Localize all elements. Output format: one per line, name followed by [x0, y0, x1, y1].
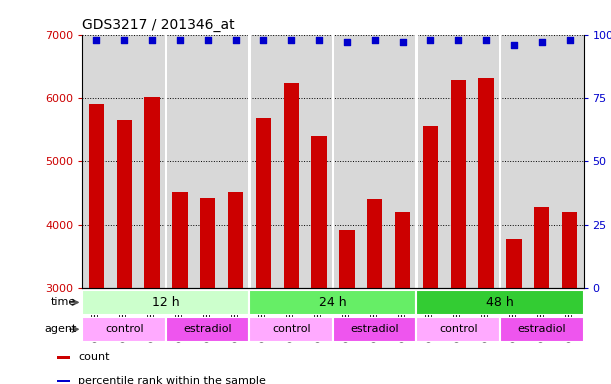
Bar: [111, 35, 138, 288]
Bar: [415, 35, 418, 288]
Bar: [144, 97, 159, 288]
Point: [287, 36, 296, 43]
Point: [398, 39, 408, 45]
Bar: [117, 120, 132, 288]
Bar: [395, 212, 410, 288]
Bar: [194, 35, 222, 288]
Point: [342, 39, 352, 45]
Bar: [367, 199, 382, 288]
Point: [314, 36, 324, 43]
Bar: [57, 356, 70, 359]
Text: time: time: [51, 297, 76, 308]
Bar: [222, 35, 249, 288]
Text: count: count: [78, 352, 109, 362]
Bar: [500, 35, 528, 288]
Bar: [248, 35, 251, 288]
Bar: [500, 317, 584, 342]
Bar: [284, 83, 299, 288]
Text: estradiol: estradiol: [351, 324, 399, 334]
Point: [509, 41, 519, 48]
Bar: [507, 239, 522, 288]
Point: [453, 36, 463, 43]
Bar: [249, 290, 417, 315]
Text: estradiol: estradiol: [183, 324, 232, 334]
Bar: [57, 380, 70, 382]
Point: [119, 36, 129, 43]
Bar: [82, 35, 111, 288]
Bar: [389, 35, 417, 288]
Bar: [305, 35, 333, 288]
Bar: [312, 136, 327, 288]
Bar: [172, 192, 188, 288]
Point: [231, 36, 241, 43]
Bar: [228, 192, 243, 288]
Text: agent: agent: [44, 324, 76, 334]
Point: [147, 36, 157, 43]
Bar: [333, 317, 417, 342]
Bar: [332, 35, 334, 288]
Bar: [249, 317, 333, 342]
Bar: [82, 290, 249, 315]
Bar: [166, 317, 249, 342]
Bar: [361, 35, 389, 288]
Point: [175, 36, 185, 43]
Bar: [417, 317, 500, 342]
Text: GDS3217 / 201346_at: GDS3217 / 201346_at: [82, 18, 235, 32]
Bar: [277, 35, 305, 288]
Bar: [472, 35, 500, 288]
Text: estradiol: estradiol: [518, 324, 566, 334]
Bar: [417, 290, 584, 315]
Text: 12 h: 12 h: [152, 296, 180, 309]
Bar: [82, 317, 166, 342]
Bar: [256, 118, 271, 288]
Bar: [528, 35, 555, 288]
Bar: [138, 35, 166, 288]
Point: [425, 36, 435, 43]
Bar: [423, 126, 438, 288]
Bar: [249, 35, 277, 288]
Point: [203, 36, 213, 43]
Text: control: control: [439, 324, 478, 334]
Text: 48 h: 48 h: [486, 296, 514, 309]
Text: control: control: [272, 324, 310, 334]
Point: [565, 36, 574, 43]
Point: [481, 36, 491, 43]
Point: [537, 39, 547, 45]
Bar: [339, 230, 354, 288]
Text: 24 h: 24 h: [319, 296, 347, 309]
Bar: [164, 35, 167, 288]
Bar: [450, 80, 466, 288]
Bar: [562, 212, 577, 288]
Bar: [417, 35, 444, 288]
Bar: [89, 104, 104, 288]
Bar: [200, 198, 216, 288]
Bar: [534, 207, 549, 288]
Bar: [555, 35, 584, 288]
Bar: [166, 35, 194, 288]
Text: control: control: [105, 324, 144, 334]
Text: percentile rank within the sample: percentile rank within the sample: [78, 376, 266, 384]
Point: [370, 36, 379, 43]
Bar: [333, 35, 361, 288]
Bar: [444, 35, 472, 288]
Point: [92, 36, 101, 43]
Bar: [478, 78, 494, 288]
Bar: [499, 35, 502, 288]
Point: [258, 36, 268, 43]
